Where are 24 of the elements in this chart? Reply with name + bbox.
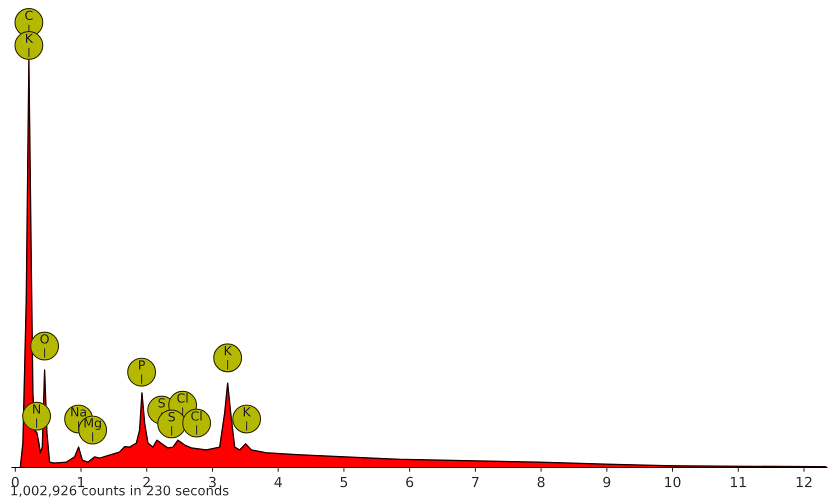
annotation: K <box>26 34 34 43</box>
text: C <box>25 10 33 20</box>
annotation: K <box>244 407 251 416</box>
annotation: Cl <box>191 410 202 421</box>
x-tick-label: 12 <box>796 476 812 488</box>
annotation: O <box>40 334 49 344</box>
x-tick-label: 7 <box>472 476 479 488</box>
x-tick-label: 1 <box>78 476 84 488</box>
x-tick-label: 11 <box>730 476 746 488</box>
x-tick-label: 4 <box>274 476 282 488</box>
annotation: P <box>139 360 145 370</box>
annotation: Na <box>71 407 86 417</box>
x-tick-label: 9 <box>603 476 610 488</box>
annotation: S <box>158 398 165 408</box>
annotation: Cl <box>177 393 188 403</box>
annotation: Mg <box>84 418 101 430</box>
annotation: S <box>168 412 175 422</box>
x-tick-label: 5 <box>340 476 348 488</box>
x-tick-label: 3 <box>209 476 216 488</box>
x-tick-label: 8 <box>538 476 545 488</box>
annotation: N <box>33 404 40 414</box>
x-tick-label: 6 <box>406 476 414 488</box>
x-tick-label: 10 <box>665 476 680 488</box>
annotation: K <box>224 346 232 356</box>
